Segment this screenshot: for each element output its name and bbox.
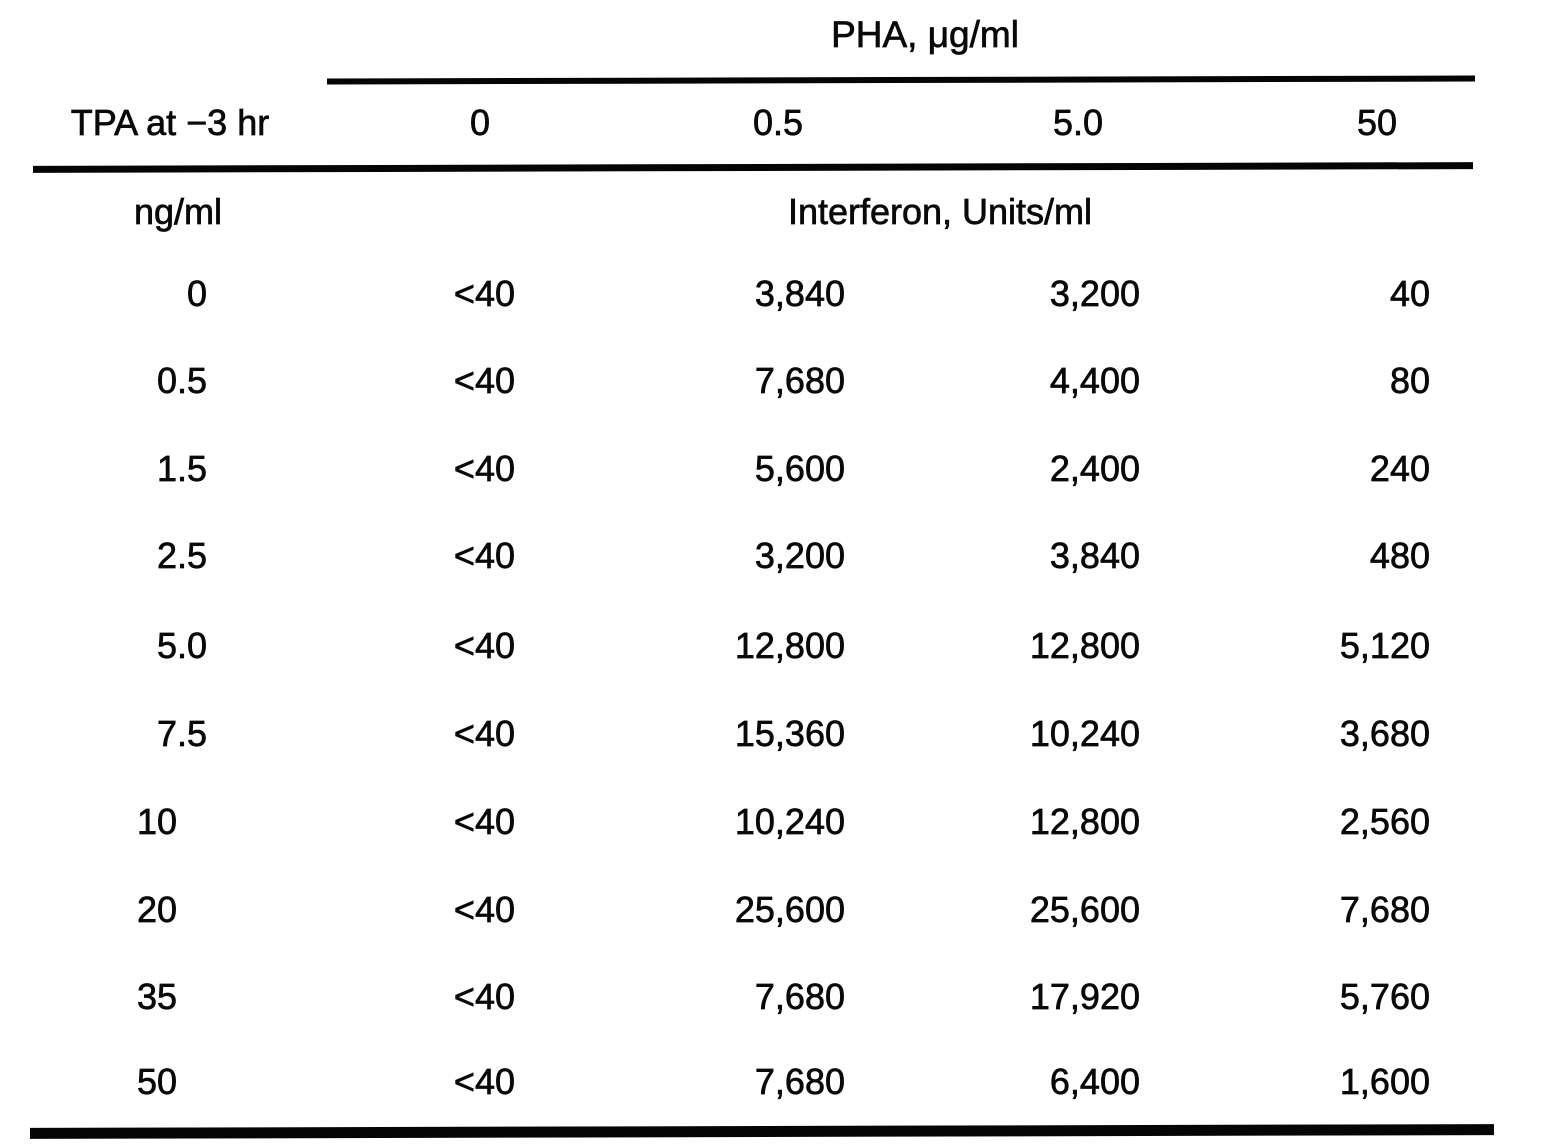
cell-value: 3,840 <box>754 273 846 315</box>
cell-value: 10,240 <box>1029 713 1141 755</box>
cell-value: <40 <box>453 448 516 490</box>
cell-value: 80 <box>1389 360 1431 402</box>
col-header-pha-5: 5.0 <box>1052 102 1104 144</box>
cell-value: 1,600 <box>1339 1061 1431 1103</box>
cell-value: 10,240 <box>734 801 846 843</box>
cell-value: 3,840 <box>1049 535 1141 577</box>
cell-value: 240 <box>1369 448 1431 490</box>
cell-value: 7,680 <box>754 976 846 1018</box>
cell-value: 3,200 <box>754 535 846 577</box>
values-unit-label: Interferon, Units/ml <box>787 191 1093 233</box>
cell-value: 4,400 <box>1049 360 1141 402</box>
header-rule <box>32 162 1474 173</box>
cell-tpa: 7.5 <box>156 713 208 755</box>
cell-value: 17,920 <box>1029 976 1141 1018</box>
cell-value: 2,400 <box>1049 448 1141 490</box>
cell-tpa: 1.5 <box>156 448 208 490</box>
cell-value: 7,680 <box>1339 889 1431 931</box>
cell-value: 480 <box>1369 535 1431 577</box>
cell-value: 6,400 <box>1049 1061 1141 1103</box>
cell-value: <40 <box>453 625 516 667</box>
cell-value: 12,800 <box>734 625 846 667</box>
cell-tpa: 2.5 <box>156 535 208 577</box>
cell-value: <40 <box>453 360 516 402</box>
cell-value: 5,760 <box>1339 976 1431 1018</box>
row-unit-label: ng/ml <box>133 191 223 233</box>
cell-value: <40 <box>453 801 516 843</box>
cell-value: 12,800 <box>1029 801 1141 843</box>
cell-value: 25,600 <box>734 889 846 931</box>
col-header-pha-0p5: 0.5 <box>752 102 804 144</box>
cell-value: 5,120 <box>1339 625 1431 667</box>
cell-value: 25,600 <box>1029 889 1141 931</box>
column-group-rule <box>326 75 1476 85</box>
cell-value: 7,680 <box>754 360 846 402</box>
cell-tpa: 5.0 <box>156 625 208 667</box>
cell-tpa: 35 <box>136 976 178 1018</box>
row-axis-header: TPA at −3 hr <box>70 102 270 144</box>
col-header-pha-50: 50 <box>1356 102 1398 144</box>
table-bottom-rule <box>29 1124 1495 1139</box>
cell-value: 5,600 <box>754 448 846 490</box>
cell-value: 3,200 <box>1049 273 1141 315</box>
cell-tpa: 0.5 <box>156 360 208 402</box>
cell-value: 40 <box>1389 273 1431 315</box>
cell-value: 7,680 <box>754 1061 846 1103</box>
col-header-pha-0: 0 <box>469 102 491 144</box>
cell-value: <40 <box>453 889 516 931</box>
table-title: PHA, μg/ml <box>831 14 1020 56</box>
cell-value: <40 <box>453 713 516 755</box>
cell-value: <40 <box>453 976 516 1018</box>
cell-value: <40 <box>453 1061 516 1103</box>
cell-value: <40 <box>453 273 516 315</box>
cell-tpa: 20 <box>136 889 178 931</box>
cell-value: 15,360 <box>734 713 846 755</box>
cell-tpa: 0 <box>186 273 208 315</box>
cell-value: <40 <box>453 535 516 577</box>
cell-value: 12,800 <box>1029 625 1141 667</box>
cell-tpa: 10 <box>136 801 178 843</box>
cell-value: 3,680 <box>1339 713 1431 755</box>
cell-tpa: 50 <box>136 1061 178 1103</box>
cell-value: 2,560 <box>1339 801 1431 843</box>
